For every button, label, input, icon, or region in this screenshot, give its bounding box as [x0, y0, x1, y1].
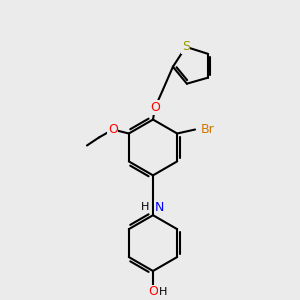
Text: H: H [141, 202, 149, 212]
Text: O: O [148, 285, 158, 298]
Text: O: O [150, 101, 160, 114]
Text: N: N [155, 201, 164, 214]
Text: S: S [182, 40, 190, 53]
Text: O: O [108, 123, 118, 136]
Text: H: H [159, 287, 167, 297]
Text: Br: Br [201, 123, 215, 136]
